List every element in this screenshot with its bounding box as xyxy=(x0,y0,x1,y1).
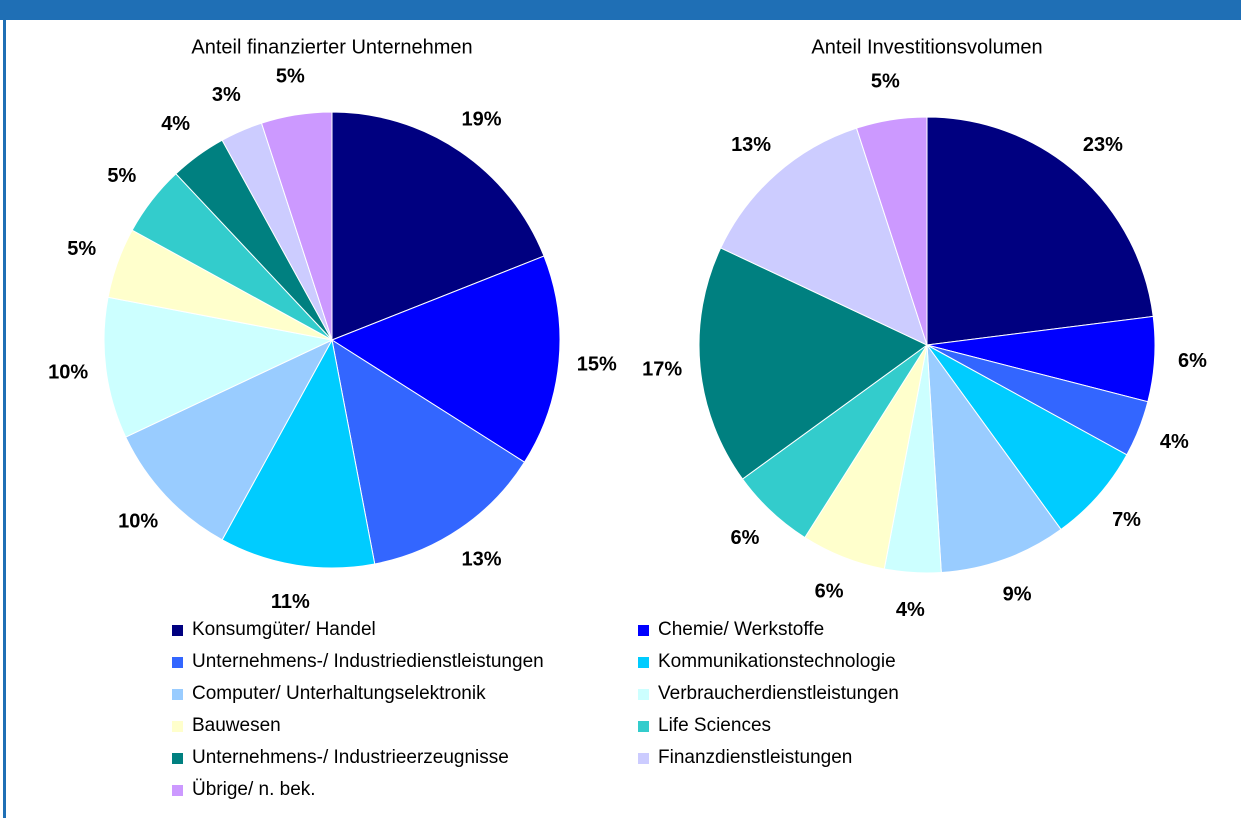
data-label: 13% xyxy=(461,548,501,570)
legend-label: Chemie/ Werkstoffe xyxy=(658,619,824,640)
data-label: 13% xyxy=(731,134,771,156)
data-label: 10% xyxy=(118,510,158,532)
legend-swatch xyxy=(638,689,649,700)
top-bar xyxy=(0,0,1241,20)
pie-slice xyxy=(260,111,333,341)
data-label: 5% xyxy=(276,66,305,88)
legend-swatch xyxy=(172,785,183,796)
data-label: 4% xyxy=(896,599,925,621)
legend-swatch xyxy=(638,721,649,732)
data-label: 7% xyxy=(1112,509,1141,531)
legend-swatch xyxy=(172,689,183,700)
pie-slice xyxy=(331,111,545,341)
data-label: 3% xyxy=(212,84,241,106)
legend-swatch xyxy=(172,753,183,764)
legend-swatch xyxy=(172,657,183,668)
data-label: 23% xyxy=(1083,134,1123,156)
legend-swatch xyxy=(638,753,649,764)
data-label: 9% xyxy=(1003,584,1032,606)
data-label: 5% xyxy=(107,165,136,187)
pie-slice xyxy=(926,343,1062,574)
legend-swatch xyxy=(172,625,183,636)
data-label: 17% xyxy=(642,358,682,380)
pie-slice xyxy=(720,127,928,346)
data-label: 5% xyxy=(67,238,96,260)
data-label: 6% xyxy=(815,581,844,603)
pie-slice xyxy=(855,116,928,346)
legend-swatch xyxy=(172,721,183,732)
legend-label: Unternehmens-/ Industrieerzeugnisse xyxy=(192,747,509,768)
legend-label: Bauwesen xyxy=(192,715,281,736)
pie-slice xyxy=(330,255,561,463)
data-label: 10% xyxy=(48,362,88,384)
data-label: 11% xyxy=(271,591,310,613)
pie-slice xyxy=(103,296,334,438)
legend-swatch xyxy=(638,657,649,668)
pie-slice xyxy=(221,338,376,569)
pie-slice xyxy=(926,116,1154,346)
pie-slice xyxy=(331,338,526,565)
data-label: 4% xyxy=(1160,431,1189,453)
legend-label: Computer/ Unterhaltungselektronik xyxy=(192,683,486,704)
data-label: 6% xyxy=(730,527,759,549)
left-border xyxy=(3,0,6,818)
pie-slice xyxy=(125,338,334,541)
legend-swatch xyxy=(638,625,649,636)
chart-title: Anteil Investitionsvolumen xyxy=(811,36,1042,58)
chart-title: Anteil finanzierter Unternehmen xyxy=(191,36,472,58)
data-label: 4% xyxy=(161,113,190,135)
legend-label: Unternehmens-/ Industriedienstleistungen xyxy=(192,651,544,672)
legend-label: Übrige/ n. bek. xyxy=(192,779,316,800)
pie-slice xyxy=(698,247,928,480)
data-label: 19% xyxy=(461,108,501,130)
legend-label: Verbraucherdienstleistungen xyxy=(658,683,899,704)
legend-label: Finanzdienstleistungen xyxy=(658,747,852,768)
legend-label: Konsumgüter/ Handel xyxy=(192,619,376,640)
data-label: 5% xyxy=(871,71,900,93)
legend-label: Life Sciences xyxy=(658,715,771,736)
data-label: 6% xyxy=(1178,350,1207,372)
legend-label: Kommunikationstechnologie xyxy=(658,651,896,672)
data-label: 15% xyxy=(577,353,617,375)
